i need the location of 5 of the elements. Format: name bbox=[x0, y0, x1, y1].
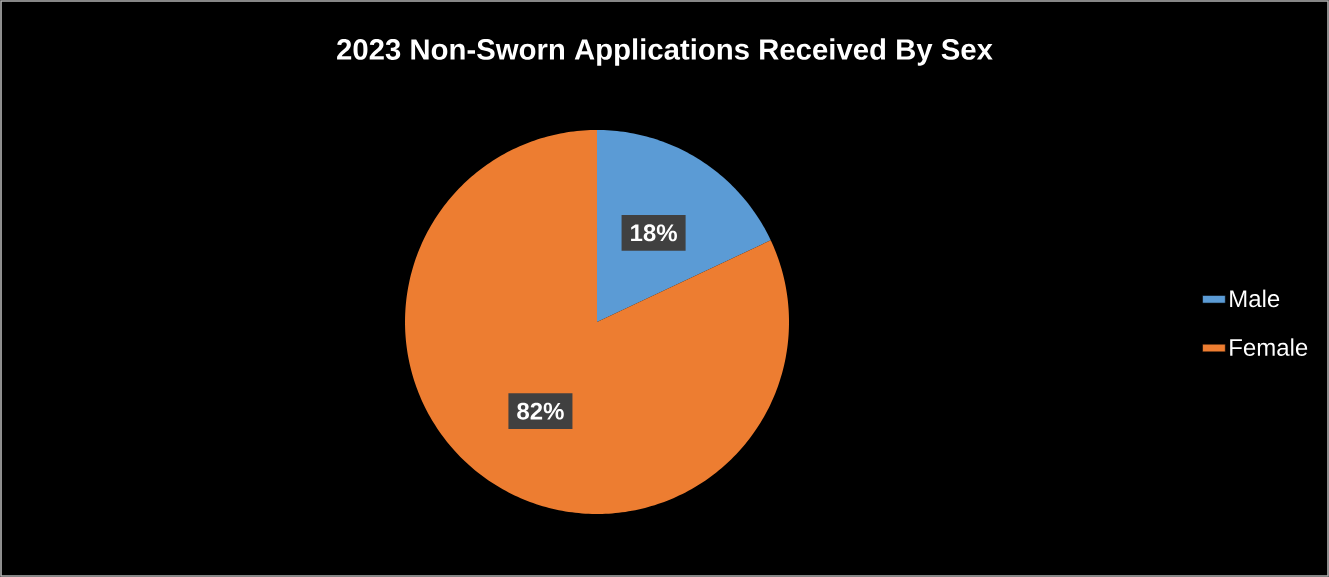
legend-label: Male bbox=[1230, 289, 1280, 308]
data-label: 82% bbox=[517, 402, 564, 420]
legend-label: Female bbox=[1230, 338, 1308, 356]
chart-title: 2023 Non-Sworn Applications Received By Sex bbox=[337, 38, 993, 66]
data-label: 18% bbox=[631, 224, 677, 242]
